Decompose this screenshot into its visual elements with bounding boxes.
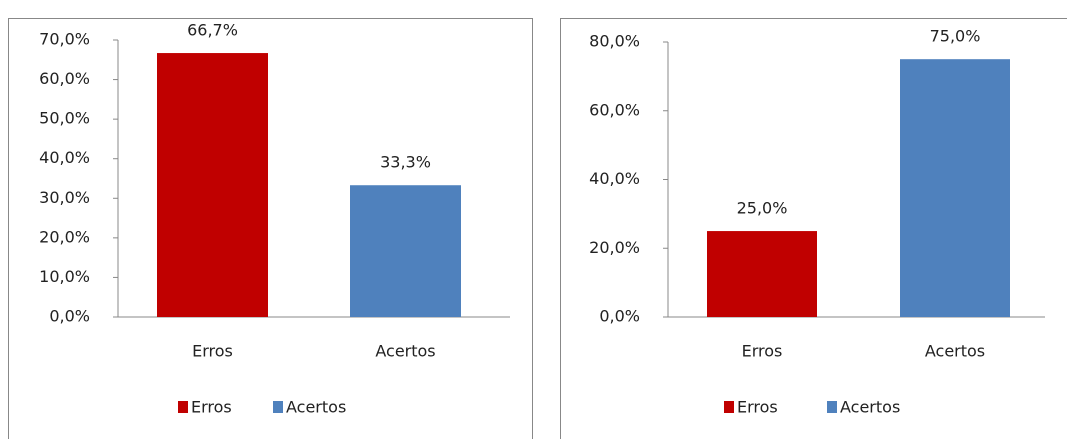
- x-tick-label: Acertos: [375, 342, 435, 361]
- y-tick-label: 40,0%: [39, 148, 90, 167]
- y-tick-label: 30,0%: [39, 188, 90, 207]
- legend-label: Acertos: [840, 398, 900, 417]
- y-tick-label: 20,0%: [589, 238, 640, 257]
- legend-swatch: [273, 401, 283, 413]
- y-tick-label: 40,0%: [589, 169, 640, 188]
- legend-swatch: [724, 401, 734, 413]
- chart-frame: [8, 18, 533, 439]
- legend-label: Erros: [737, 398, 778, 417]
- y-tick-label: 0,0%: [49, 307, 90, 326]
- y-tick-label: 10,0%: [39, 267, 90, 286]
- chart-frame: [560, 18, 1067, 439]
- legend-label: Acertos: [286, 398, 346, 417]
- x-tick-label: Acertos: [925, 342, 985, 361]
- y-tick-label: 20,0%: [39, 227, 90, 246]
- bar: [900, 59, 1010, 317]
- legend-swatch: [827, 401, 837, 413]
- bar: [157, 53, 268, 318]
- bar: [350, 185, 461, 317]
- legend-label: Erros: [191, 398, 232, 417]
- y-tick-label: 0,0%: [599, 307, 640, 326]
- bar: [707, 231, 817, 317]
- x-tick-label: Erros: [742, 342, 783, 361]
- x-tick-label: Erros: [192, 342, 233, 361]
- legend-swatch: [178, 401, 188, 413]
- value-label: 25,0%: [737, 199, 788, 218]
- y-tick-label: 60,0%: [589, 100, 640, 119]
- value-label: 66,7%: [187, 21, 238, 40]
- y-tick-label: 80,0%: [589, 32, 640, 51]
- y-tick-label: 60,0%: [39, 69, 90, 88]
- value-label: 33,3%: [380, 153, 431, 172]
- value-label: 75,0%: [930, 27, 981, 46]
- y-tick-label: 50,0%: [39, 109, 90, 128]
- y-tick-label: 70,0%: [39, 30, 90, 49]
